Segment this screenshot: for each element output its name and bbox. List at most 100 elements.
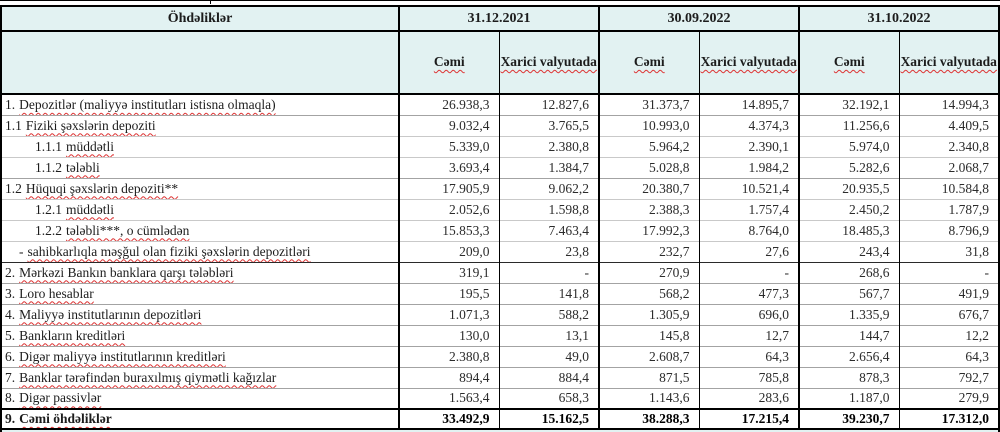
liabilities-table: Öhdəliklər 31.12.2021 30.09.2022 31.10.2…	[0, 5, 1000, 430]
row-label: 1.1.1 müddətli	[1, 135, 400, 157]
cell-value: 3.693,4	[398, 156, 499, 178]
row-number: 2.	[5, 264, 16, 280]
cell-value: 2.390,1	[698, 135, 799, 157]
cell-value: 2.608,7	[598, 345, 699, 367]
row-label: 9. Cəmi öhdəliklər	[1, 408, 400, 429]
cell-value: 14.895,7	[698, 94, 799, 115]
date-header: 30.09.2022	[598, 6, 799, 32]
empty-header-cell	[1, 31, 399, 95]
cell-value: 9.062,2	[498, 177, 599, 199]
cell-value: 12.827,6	[498, 94, 599, 115]
cell-value: 26.938,3	[398, 94, 499, 115]
row-number: 1.	[5, 96, 16, 112]
table-body: 1. Depozitlər (maliyyə institutları istis…	[1, 94, 999, 429]
cell-value: 568,2	[598, 282, 699, 304]
row-label-text: tələbli***, o cümlədən	[66, 222, 190, 238]
cell-value: 20.935,5	[798, 177, 899, 199]
cell-value: 49,0	[498, 345, 599, 367]
row-number: 8.	[5, 390, 16, 406]
cell-value: 319,1	[398, 261, 499, 283]
cell-value: 1.384,7	[498, 156, 599, 178]
cell-value: 17.905,9	[398, 177, 499, 199]
cell-value: 144,7	[798, 324, 899, 346]
subcol-total: Cəmi	[798, 31, 899, 95]
cell-value: 23,8	[498, 240, 599, 262]
cell-value: -	[898, 261, 999, 283]
cell-value: 567,7	[798, 282, 899, 304]
cell-value: 32.192,1	[798, 94, 899, 115]
table-row: 1.2.1 müddətli 2.052,6 1.598,8 2.388,3 1.757,…	[1, 198, 999, 220]
row-number: 1.2.1	[35, 201, 62, 217]
table-row: - sahibkarlıqla məşğul olan fiziki şəxslə…	[1, 240, 999, 262]
table-row: 8. Digər passivlər 1.563,4 658,3 1.143,6 283,…	[1, 387, 999, 409]
row-number: 9.	[5, 411, 16, 426]
row-label-text: Depozitlər (maliyyə institutları istisna…	[19, 96, 276, 112]
cell-value: 10.584,8	[898, 177, 999, 199]
row-number: 1.1	[5, 117, 22, 133]
cell-value: 270,9	[598, 261, 699, 283]
row-label-text: Hüquqi şəxslərin depoziti**	[25, 180, 179, 196]
row-label: 4. Maliyyə institutlarının depozitləri	[1, 303, 400, 325]
row-label-text: Loro hesablar	[19, 285, 94, 301]
table-row: 5. Bankların kreditləri 130,0 13,1 145,8 12,7…	[1, 324, 999, 346]
cell-value: 10.993,0	[598, 114, 699, 136]
cell-value: 1.335,9	[798, 303, 899, 325]
table-row: 1. Depozitlər (maliyyə institutları istis…	[1, 94, 999, 115]
cell-value: 588,2	[498, 303, 599, 325]
cell-value: 1.598,8	[498, 198, 599, 220]
cell-value: 2.450,2	[798, 198, 899, 220]
row-label-text: müddətli	[66, 201, 114, 217]
cell-value: 8.764,0	[698, 219, 799, 241]
cell-value: 878,3	[798, 366, 899, 388]
cell-value: 17.992,3	[598, 219, 699, 241]
cell-value: 4.409,5	[898, 114, 999, 136]
subcolumn-header-row: Cəmi Xarici valyutada Cəmi Xarici valyut…	[1, 31, 999, 95]
cell-value: 209,0	[398, 240, 499, 262]
cell-value: 871,5	[598, 366, 699, 388]
table-row: 7. Banklar tərəfindən buraxılmış qiymətli…	[1, 366, 999, 388]
row-label-text: Mərkəzi Bankın banklara qarşı tələbləri	[19, 264, 234, 280]
cell-value: 8.796,9	[898, 219, 999, 241]
row-label: 3. Loro hesablar	[1, 282, 400, 304]
cell-value: 5.028,8	[598, 156, 699, 178]
cell-value: 1.071,3	[398, 303, 499, 325]
cell-value: 792,7	[898, 366, 999, 388]
table-title: Öhdəliklər	[1, 6, 399, 32]
row-number: 4.	[5, 306, 16, 322]
cell-value: 1.563,4	[398, 387, 499, 409]
cell-value: 1.787,9	[898, 198, 999, 220]
row-label-text: Maliyyə institutlarının depozitləri	[19, 306, 202, 322]
row-number: 6.	[5, 348, 16, 364]
table-row: 2. Mərkəzi Bankın banklara qarşı tələblər…	[1, 261, 999, 283]
cell-value: 491,9	[898, 282, 999, 304]
row-label: 1.1 Fiziki şəxslərin depoziti	[1, 114, 400, 136]
cell-value: 33.492,9	[398, 408, 499, 429]
cell-value: 2.388,3	[598, 198, 699, 220]
row-number: 5.	[5, 327, 16, 343]
subcol-total: Cəmi	[398, 31, 499, 95]
cell-value: 27,6	[698, 240, 799, 262]
table-row: 1.1.2 tələbli 3.693,4 1.384,7 5.028,8 1.984,2…	[1, 156, 999, 178]
cell-value: 2.656,4	[798, 345, 899, 367]
cell-value: 130,0	[398, 324, 499, 346]
table-row: 1.1 Fiziki şəxslərin depoziti 9.032,4 3.765…	[1, 114, 999, 136]
cell-value: 2.340,8	[898, 135, 999, 157]
subcol-foreign: Xarici valyutada	[698, 31, 799, 95]
cell-value: -	[698, 261, 799, 283]
cell-value: 17.215,4	[698, 408, 799, 429]
cell-value: 11.256,6	[798, 114, 899, 136]
cell-value: 31,8	[898, 240, 999, 262]
table-row: 1.2 Hüquqi şəxslərin depoziti** 17.905,9 9.…	[1, 177, 999, 199]
date-header-row: Öhdəliklər 31.12.2021 30.09.2022 31.10.2…	[1, 6, 999, 32]
cell-value: 15.853,3	[398, 219, 499, 241]
cell-value: 894,4	[398, 366, 499, 388]
row-label-text: Fiziki şəxslərin depoziti	[25, 117, 156, 133]
cell-value: 31.373,7	[598, 94, 699, 115]
cell-value: 1.757,4	[698, 198, 799, 220]
cell-value: 2.380,8	[498, 135, 599, 157]
cell-value: 10.521,4	[698, 177, 799, 199]
table-top-edge-artifact	[0, 0, 1000, 5]
cell-value: 243,4	[798, 240, 899, 262]
row-label-text: Cəmi öhdəliklər	[19, 411, 112, 426]
cell-value: 676,7	[898, 303, 999, 325]
